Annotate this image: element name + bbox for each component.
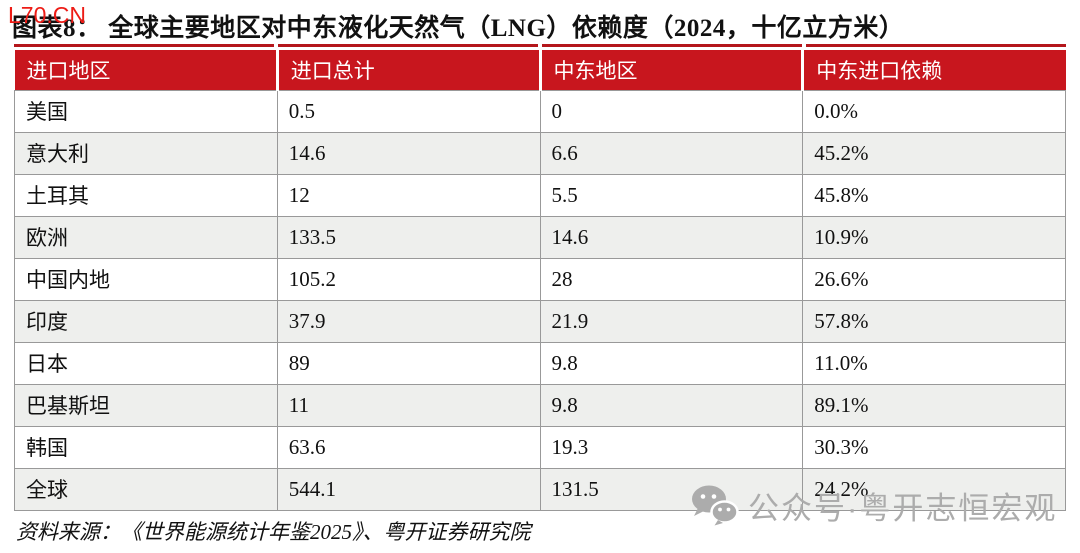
figure-title: 图表8： 全球主要地区对中东液化天然气（LNG）依赖度（2024，十亿立方米） — [12, 15, 905, 42]
table-header-row: 进口地区 进口总计 中东地区 中东进口依赖 — [14, 50, 1066, 91]
value-cell: 6.6 — [539, 131, 804, 175]
value-cell: 45.2% — [802, 131, 1066, 175]
col-header-total-imports: 进口总计 — [275, 50, 540, 91]
value-cell: 0.0% — [802, 89, 1066, 133]
value-cell: 26.6% — [802, 257, 1066, 301]
region-cell: 美国 — [14, 89, 278, 133]
table-row: 巴基斯坦 11 9.8 89.1% — [14, 383, 1066, 427]
value-cell: 0.5 — [276, 89, 541, 133]
region-cell: 日本 — [14, 341, 278, 385]
title-divider-rule — [14, 44, 1066, 47]
region-cell: 印度 — [14, 299, 278, 343]
value-cell: 12 — [276, 173, 541, 217]
site-tag: L70.CN — [8, 2, 86, 28]
col-header-dependency: 中东进口依赖 — [801, 50, 1066, 91]
region-cell: 中国内地 — [14, 257, 278, 301]
table-row: 韩国 63.6 19.3 30.3% — [14, 425, 1066, 469]
region-cell: 意大利 — [14, 131, 278, 175]
value-cell: 105.2 — [276, 257, 541, 301]
value-cell: 24.2% — [802, 467, 1066, 511]
value-cell: 5.5 — [539, 173, 804, 217]
table-row: 美国 0.5 0 0.0% — [14, 89, 1066, 133]
wechat-icon — [690, 485, 740, 527]
region-cell: 土耳其 — [14, 173, 278, 217]
value-cell: 131.5 — [539, 467, 804, 511]
region-cell: 全球 — [14, 467, 278, 511]
watermark-label: 公众号·粤开志恒宏观 — [748, 491, 1058, 526]
value-cell: 544.1 — [276, 467, 541, 511]
value-cell: 133.5 — [276, 215, 541, 259]
table-row: 全球 544.1 131.5 24.2% — [14, 467, 1066, 511]
region-cell: 欧洲 — [14, 215, 278, 259]
value-cell: 28 — [539, 257, 804, 301]
value-cell: 89.1% — [802, 383, 1066, 427]
region-cell: 巴基斯坦 — [14, 383, 278, 427]
table-row: 日本 89 9.8 11.0% — [14, 341, 1066, 385]
value-cell: 89 — [276, 341, 541, 385]
col-header-middle-east: 中东地区 — [538, 50, 803, 91]
value-cell: 63.6 — [276, 425, 541, 469]
table-body: 美国 0.5 0 0.0% 意大利 14.6 6.6 45.2% 土耳其 12 5.5 45.8% 欧洲… — [14, 89, 1066, 511]
lng-dependency-table: 进口地区 进口总计 中东地区 中东进口依赖 美国 0.5 0 0.0% 意大利 14.6 6… — [14, 50, 1066, 511]
source-note: 资料来源：《世界能源统计年鉴2025》、粤开证券研究院 — [16, 520, 531, 544]
watermark: 公众号·粤开志恒宏观 — [690, 483, 1057, 528]
table-row: 印度 37.9 21.9 57.8% — [14, 299, 1066, 343]
table-row: 欧洲 133.5 14.6 10.9% — [14, 215, 1066, 259]
value-cell: 11.0% — [802, 341, 1066, 385]
value-cell: 30.3% — [802, 425, 1066, 469]
value-cell: 11 — [276, 383, 541, 427]
value-cell: 57.8% — [802, 299, 1066, 343]
col-header-import-region: 进口地区 — [14, 50, 278, 91]
table-row: 土耳其 12 5.5 45.8% — [14, 173, 1066, 217]
table-row: 意大利 14.6 6.6 45.2% — [14, 131, 1066, 175]
value-cell: 21.9 — [539, 299, 804, 343]
value-cell: 14.6 — [276, 131, 541, 175]
value-cell: 45.8% — [802, 173, 1066, 217]
rule-segment — [14, 44, 274, 47]
value-cell: 9.8 — [539, 341, 804, 385]
rule-segment — [278, 44, 538, 47]
value-cell: 0 — [539, 89, 804, 133]
table-row: 中国内地 105.2 28 26.6% — [14, 257, 1066, 301]
lng-dependency-table-wrap: 进口地区 进口总计 中东地区 中东进口依赖 美国 0.5 0 0.0% 意大利 14.6 6… — [14, 50, 1066, 511]
value-cell: 19.3 — [539, 425, 804, 469]
rule-segment — [542, 44, 802, 47]
value-cell: 14.6 — [539, 215, 804, 259]
value-cell: 37.9 — [276, 299, 541, 343]
rule-segment — [806, 44, 1066, 47]
value-cell: 10.9% — [802, 215, 1066, 259]
region-cell: 韩国 — [14, 425, 278, 469]
value-cell: 9.8 — [539, 383, 804, 427]
